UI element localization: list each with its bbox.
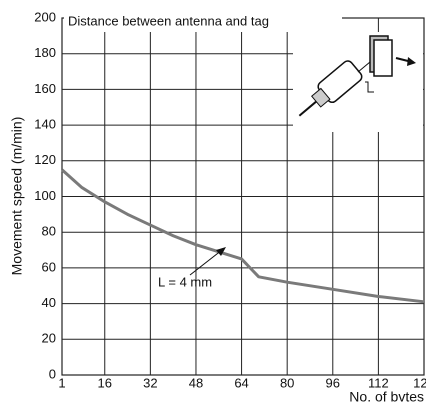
chart-title: Distance between antenna and tag: [68, 13, 269, 28]
annotation-arrow: [189, 249, 223, 276]
y-tick-label: 120: [34, 152, 56, 167]
x-tick-label: 96: [326, 375, 340, 390]
x-tick-label: 64: [234, 375, 248, 390]
y-tick-label: 40: [42, 295, 56, 310]
y-tick-label: 100: [34, 188, 56, 203]
y-tick-label: 60: [42, 259, 56, 274]
x-tick-label: 48: [189, 375, 203, 390]
x-tick-label: 32: [143, 375, 157, 390]
data-line: [60, 168, 425, 304]
x-tick-label: 1: [58, 375, 65, 390]
y-tick-label: 0: [49, 366, 56, 381]
title-bg: [64, 10, 342, 32]
annotation: L = 4 mm: [158, 274, 212, 289]
antenna-icon: [293, 32, 423, 132]
x-tick-label: 16: [98, 375, 112, 390]
y-tick-label: 20: [42, 331, 56, 346]
y-tick-label: 140: [34, 117, 56, 132]
x-axis-label: No. of bvtes: [349, 389, 424, 405]
x-tick-label: 128: [413, 375, 426, 390]
annotation-arrowhead: [216, 247, 226, 256]
y-tick-label: 200: [34, 9, 56, 24]
y-tick-label: 80: [42, 224, 56, 239]
x-tick-label: 80: [280, 375, 294, 390]
x-tick-label: 112: [368, 375, 389, 390]
y-tick-label: 160: [34, 81, 56, 96]
y-axis-label: Movement speed (m/min): [9, 117, 25, 276]
y-tick-label: 180: [34, 45, 56, 60]
